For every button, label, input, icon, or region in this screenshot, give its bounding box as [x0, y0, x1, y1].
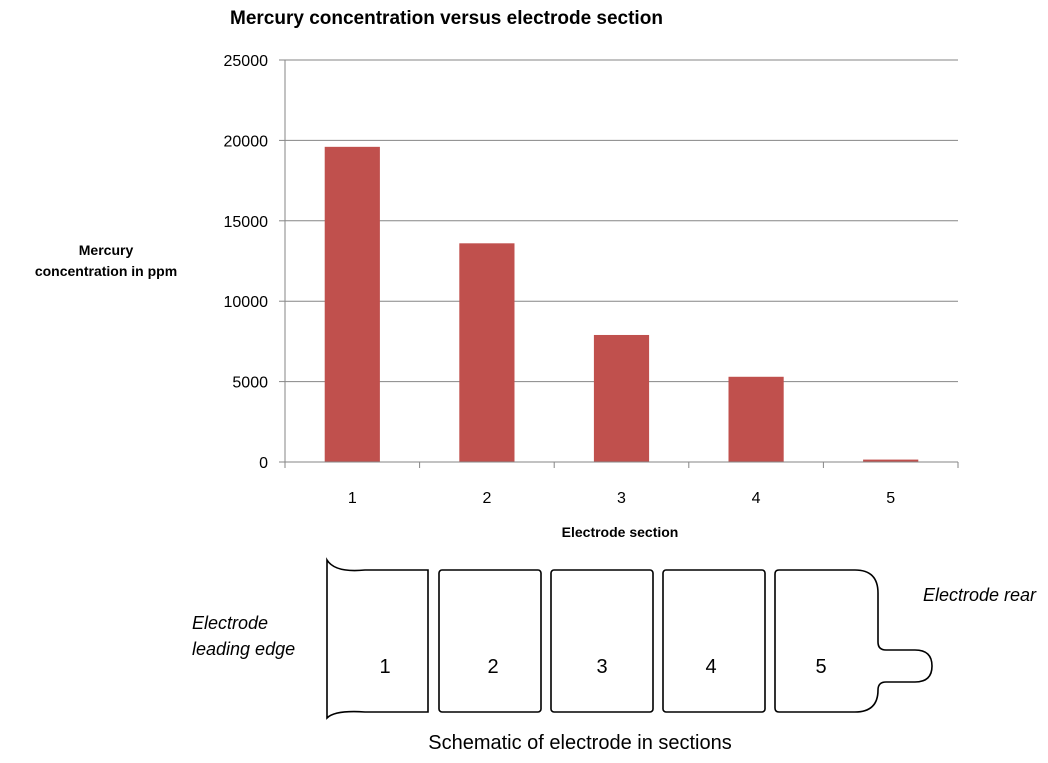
y-tick-label: 20000: [224, 133, 269, 150]
y-tick-label: 15000: [224, 214, 269, 231]
section-box-5: [774, 569, 933, 713]
section-label-1: 1: [379, 656, 390, 678]
x-tick-label: 3: [617, 490, 626, 507]
leading-edge-label-line2: leading edge: [192, 639, 296, 659]
y-axis-label-line1: Mercury: [78, 242, 134, 258]
x-axis-label: Electrode section: [561, 524, 679, 540]
tick-labels: 0 5000 10000 15000 20000 25000 1 2 3 4 5: [224, 53, 896, 507]
chart-title: Mercury concentration versus electrode s…: [230, 8, 663, 29]
section-label-3: 3: [596, 656, 607, 678]
y-tick-label: 10000: [224, 294, 269, 311]
section-label-4: 4: [705, 656, 716, 678]
axes: [279, 59, 959, 468]
section-box-2: [438, 569, 542, 713]
x-tick-label: 1: [348, 490, 357, 507]
bar-section-4: [728, 376, 784, 462]
section-box-3: [550, 569, 654, 713]
bar-section-5: [863, 459, 919, 462]
x-tick-label: 2: [482, 490, 491, 507]
y-tick-label: 5000: [232, 375, 268, 392]
x-tick-label: 4: [752, 490, 761, 507]
bar-section-2: [459, 243, 515, 462]
section-box-1: [326, 557, 429, 720]
leading-edge-label-line1: Electrode: [192, 613, 269, 633]
rear-label: Electrode rear: [923, 585, 1037, 605]
section-label-5: 5: [815, 656, 826, 678]
section-label-2: 2: [487, 656, 498, 678]
bars: [324, 146, 919, 462]
y-axis-label-line2: concentration in ppm: [34, 263, 178, 279]
section-box-4: [662, 569, 766, 713]
grid-lines: [285, 59, 958, 383]
leading-edge-label: Electrode leading edge: [192, 610, 295, 662]
x-tick-label: 5: [886, 490, 895, 507]
y-tick-label: 0: [259, 455, 268, 472]
y-tick-label: 25000: [224, 53, 269, 70]
bar-chart: 0 5000 10000 15000 20000 25000 1 2 3 4 5: [224, 53, 959, 507]
bar-section-3: [593, 334, 650, 462]
bar-section-1: [324, 146, 380, 462]
y-axis-label: Mercury concentration in ppm: [6, 240, 206, 282]
schematic-caption: Schematic of electrode in sections: [428, 732, 732, 754]
